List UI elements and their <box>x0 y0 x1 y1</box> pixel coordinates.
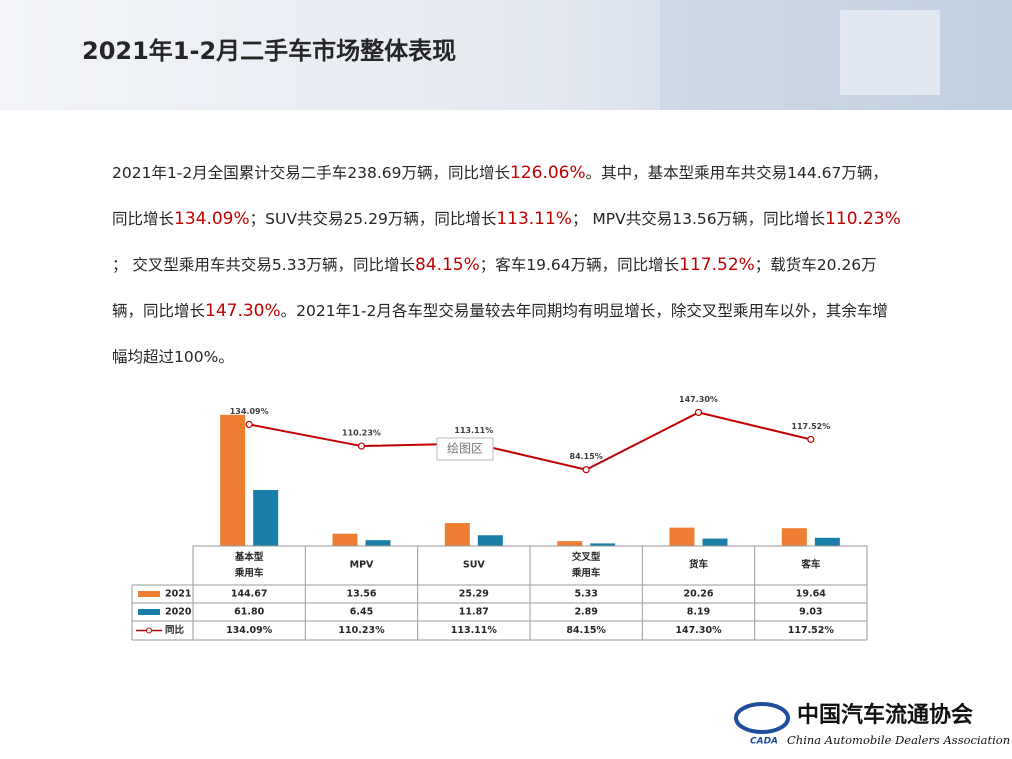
category-line: 基本型 <box>234 551 264 563</box>
logo-cn: 中国汽车流通协会 <box>797 702 973 728</box>
line-marker <box>582 466 590 474</box>
summary-paragraph: 2021年1-2月全国累计交易二手车238.69万辆，同比增长126.06%。其… <box>112 150 902 380</box>
highlight-text: 110.23% <box>825 209 901 229</box>
logo-abbr: CADA <box>750 737 778 747</box>
bar <box>557 541 583 546</box>
header-cube <box>840 10 940 95</box>
bar <box>332 533 358 546</box>
body-text: ；客车19.64万辆，同比增长 <box>479 256 680 274</box>
highlight-text: 134.09% <box>174 209 250 229</box>
table-value: 2.89 <box>574 607 597 618</box>
header-image <box>660 0 1012 110</box>
body-text: 2021年1-2月全国累计交易二手车238.69万辆，同比增长 <box>112 164 510 182</box>
chart: 134.09% 110.23% 113.11% 84.15% 147.30% 117.52… <box>131 395 868 641</box>
table-value: 110.23% <box>338 625 385 636</box>
table-value: 9.03 <box>799 607 822 618</box>
data-label: 110.23% <box>342 429 381 438</box>
bar <box>669 527 695 546</box>
data-label: 147.30% <box>679 395 718 404</box>
highlight-text: 117.52% <box>679 255 755 275</box>
highlight-text: 126.06% <box>510 163 586 183</box>
category-label: 交叉型乘用车 <box>571 551 601 579</box>
legend-swatch <box>138 591 160 597</box>
table-value: 144.67 <box>231 589 268 600</box>
body-text: ；SUV共交易25.29万辆，同比增长 <box>249 210 497 228</box>
line-marker <box>807 435 815 444</box>
table-value: 5.33 <box>574 589 597 600</box>
table-value: 20.26 <box>683 589 713 600</box>
line <box>248 411 812 471</box>
bar <box>702 538 728 546</box>
legend-marker <box>146 627 152 634</box>
line-marker <box>694 408 703 417</box>
highlight-text: 84.15% <box>414 255 480 275</box>
body-text: ； 交叉型乘用车共交易5.33万辆，同比增长 <box>112 256 415 274</box>
category-label: 货车 <box>688 559 709 571</box>
highlight-text: 113.11% <box>496 209 572 229</box>
legend-label: 2020 <box>165 607 192 618</box>
table-value: 61.80 <box>234 607 264 618</box>
data-label: 117.52% <box>791 422 830 431</box>
legend-swatch <box>138 609 160 615</box>
line-marker <box>357 442 366 450</box>
tooltip: 绘图区 <box>447 441 483 456</box>
body-text: 。其中，基本型乘用车共交易144.67万辆，同比增长 <box>112 164 888 228</box>
table-value: 25.29 <box>459 589 489 600</box>
body-text: 。2021年1-2月各车型交易量较去年同期均有明显增长，除交叉型乘用车以外，其余… <box>112 302 888 366</box>
table-value: 6.45 <box>350 607 373 618</box>
category-label: 基本型乘用车 <box>234 551 264 579</box>
legend-label: 2021 <box>165 589 191 600</box>
category-label: SUV <box>463 560 486 571</box>
table-value: 84.15% <box>566 625 606 636</box>
bar <box>477 535 503 546</box>
bar <box>365 540 391 546</box>
tooltip-box <box>436 437 494 461</box>
line-marker <box>245 420 253 429</box>
bar <box>590 543 616 546</box>
data-label: 84.15% <box>570 452 603 461</box>
table-value: 13.56 <box>346 589 376 600</box>
table-value: 134.09% <box>226 625 273 636</box>
legend-label: 同比 <box>165 624 185 636</box>
category-label: MPV <box>350 560 374 571</box>
table-value: 8.19 <box>687 607 710 618</box>
bar <box>781 528 807 546</box>
logo-mark <box>734 702 790 734</box>
data-label: 113.11% <box>454 426 493 435</box>
table-value: 113.11% <box>451 625 498 636</box>
data-label: 134.09% <box>230 407 269 416</box>
table-value: 117.52% <box>788 625 835 636</box>
bar <box>444 523 470 546</box>
body-text: ；载货车20.26万辆，同比增长 <box>112 256 877 320</box>
bar <box>220 414 246 546</box>
logo: CADA 中国汽车流通协会 China Automobile Dealers A… <box>734 702 1010 747</box>
logo-en: China Automobile Dealers Association <box>787 733 1010 747</box>
category-line: 乘用车 <box>234 567 264 579</box>
bar <box>814 537 840 546</box>
table-value: 19.64 <box>796 589 826 600</box>
bar <box>253 489 279 546</box>
table-value: 147.30% <box>675 625 722 636</box>
highlight-text: 147.30% <box>205 301 281 321</box>
body-text: ； MPV共交易13.56万辆，同比增长 <box>571 210 826 228</box>
table-value: 11.87 <box>459 607 489 618</box>
category-line: 乘用车 <box>571 567 601 579</box>
category-line: 交叉型 <box>572 551 601 563</box>
category-label: 客车 <box>800 559 821 571</box>
slide-title: 2021年1-2月二手车市场整体表现 <box>82 37 456 65</box>
